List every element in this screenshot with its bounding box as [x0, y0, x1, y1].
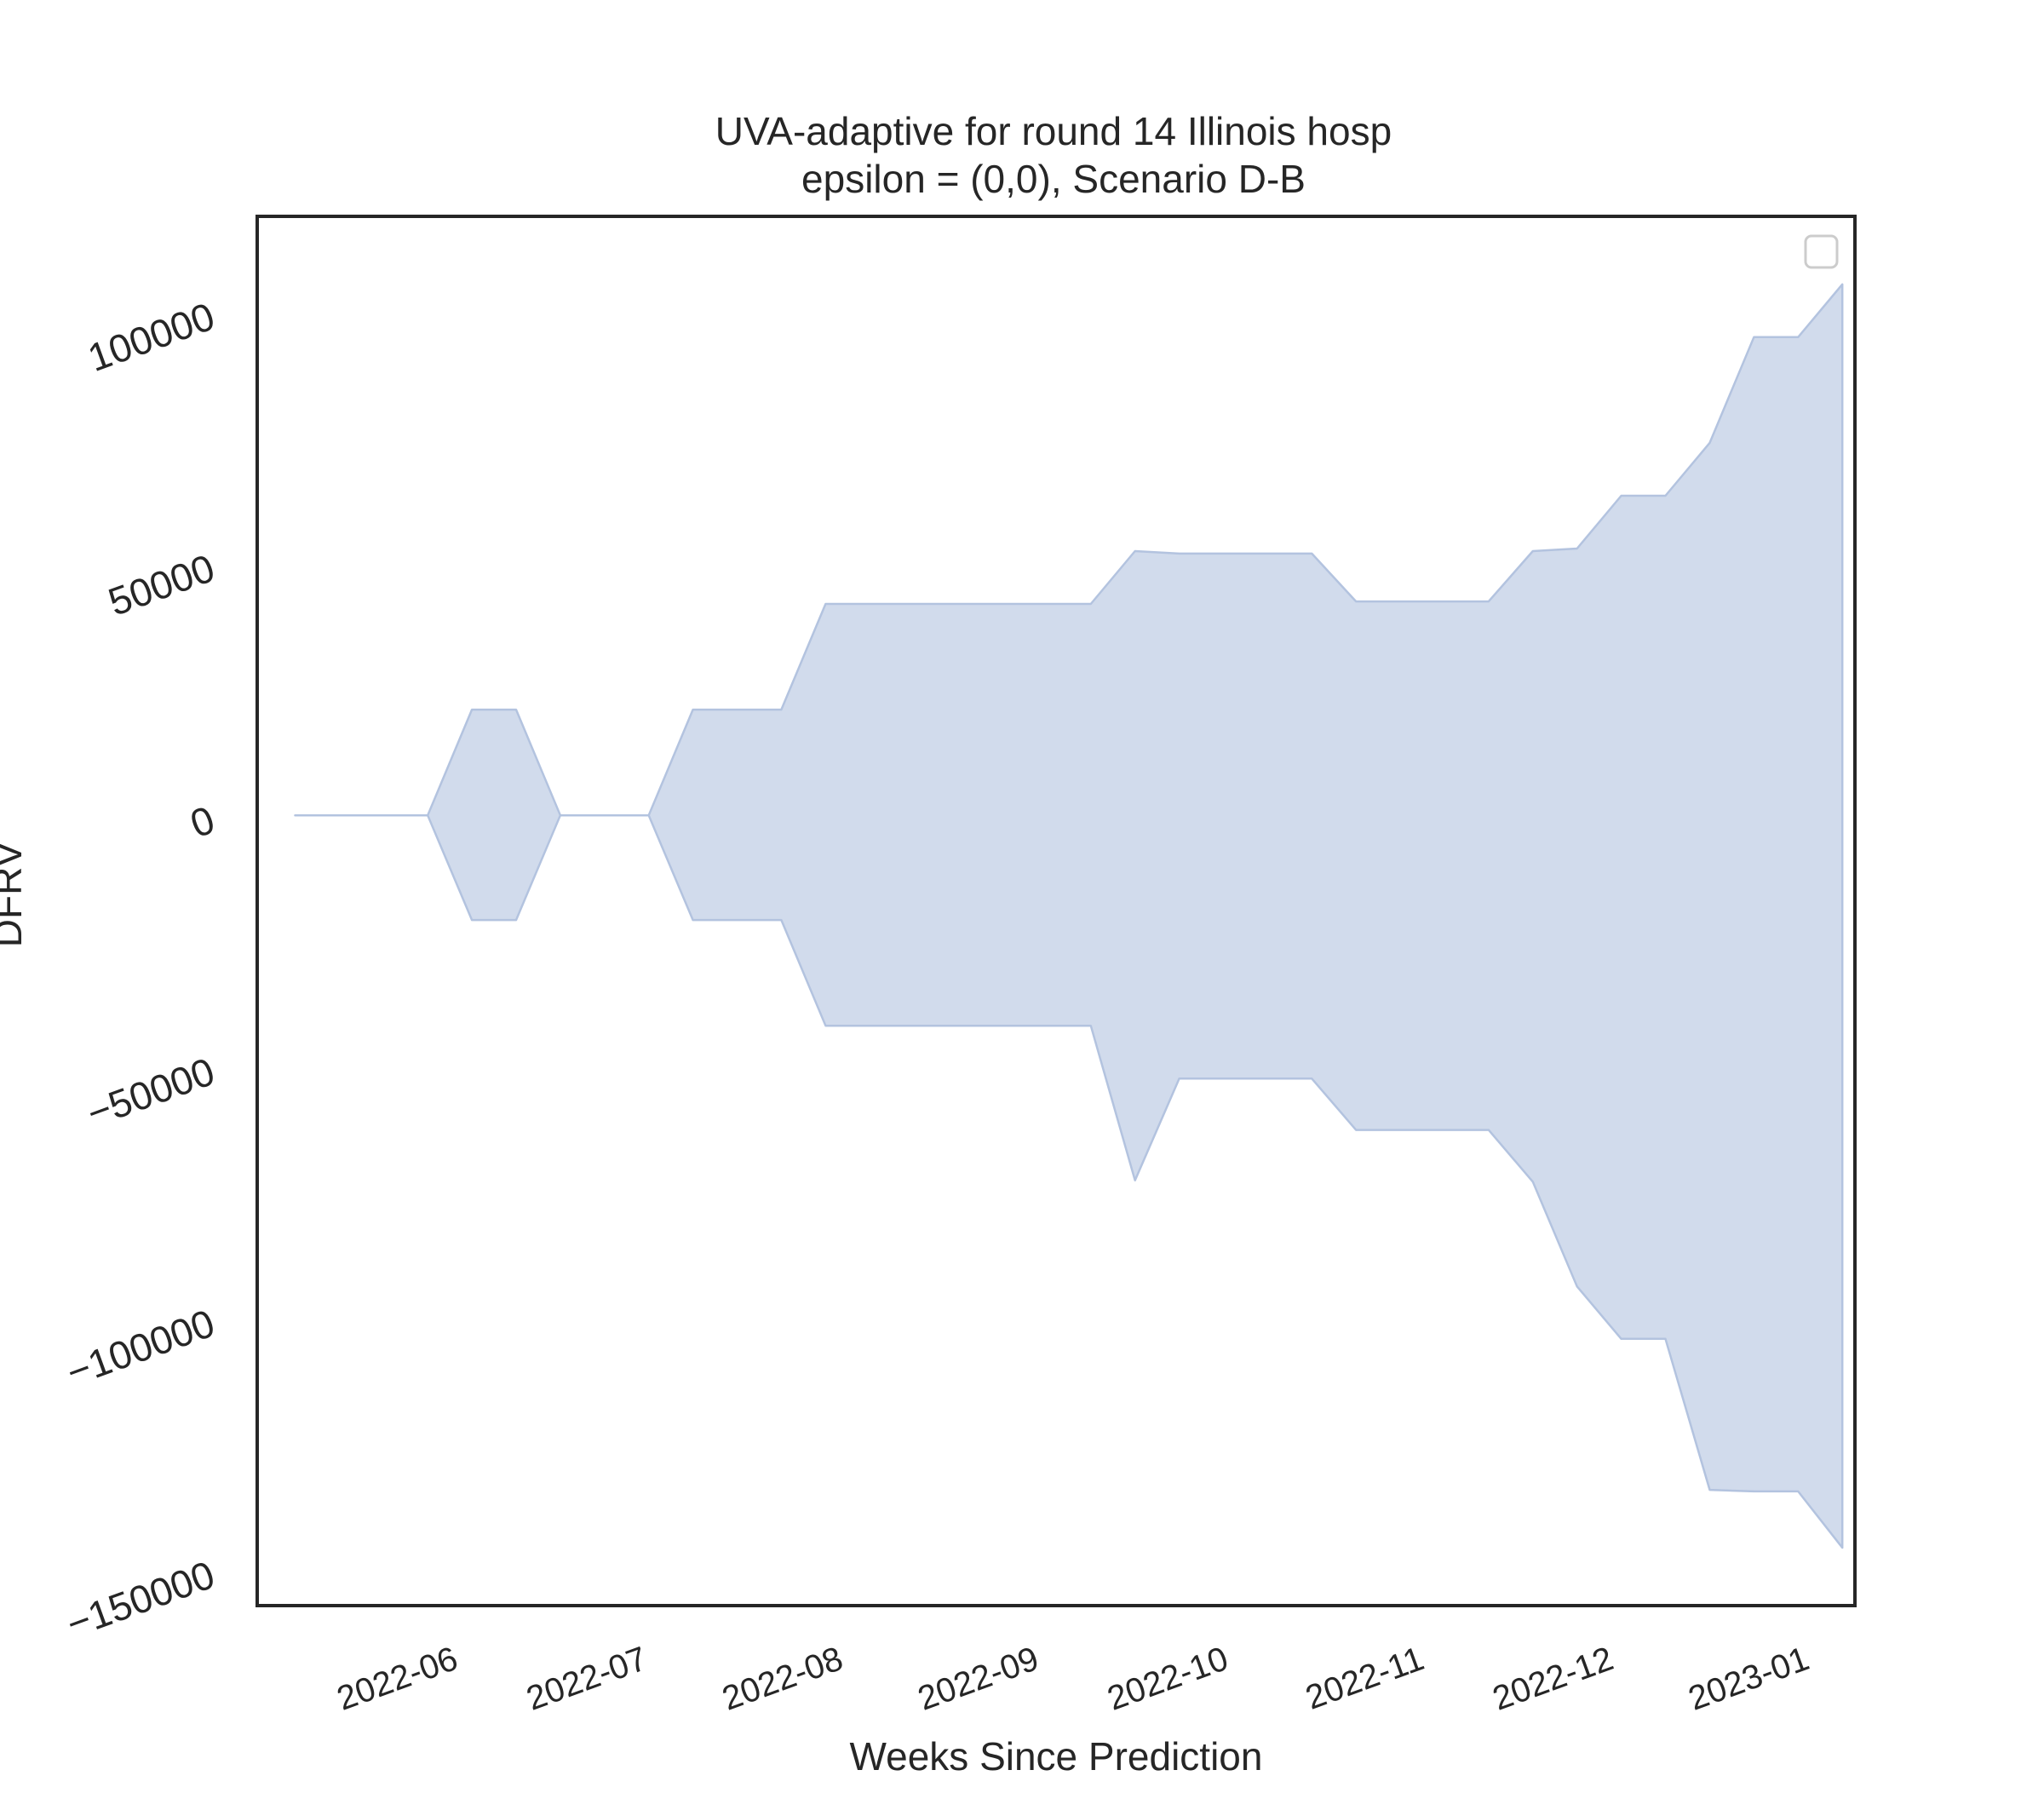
x-axis-label: Weeks Since Prediction [850, 1734, 1263, 1779]
legend-box [1804, 234, 1839, 269]
chart-title-line-1: UVA-adaptive for round 14 Illinois hosp [715, 109, 1392, 153]
plot-frame [256, 215, 1857, 1607]
uncertainty-band [294, 283, 1844, 1549]
chart-title-line-2: epsilon = (0,0), Scenario D-B [801, 157, 1306, 201]
band-layer [294, 283, 1844, 1549]
y-axis-label: DFRV [0, 841, 30, 947]
